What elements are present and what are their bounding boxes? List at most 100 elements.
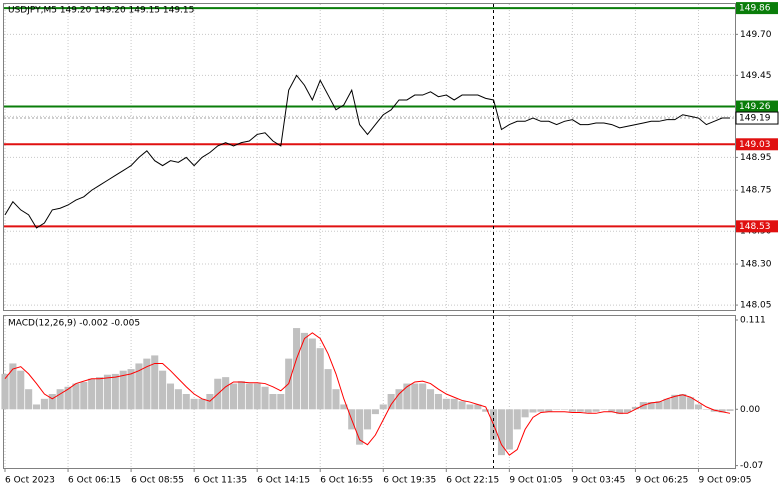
histogram-bar — [9, 363, 17, 410]
histogram-bar — [80, 381, 88, 410]
histogram-bar — [356, 409, 364, 445]
histogram-bar — [497, 409, 506, 456]
histogram-bar — [88, 378, 96, 410]
y-tick-label: 148.95 — [740, 153, 772, 163]
histogram-bar — [426, 389, 435, 410]
x-tick-label: 6 Oct 19:35 — [383, 476, 436, 486]
level-badge — [736, 2, 778, 15]
histogram-bar — [198, 398, 206, 410]
histogram-bar — [592, 409, 600, 412]
histogram-bar — [300, 332, 309, 410]
histogram-bar — [72, 383, 80, 410]
histogram-bar — [726, 409, 734, 411]
histogram-bar — [474, 404, 482, 410]
histogram-bar — [151, 355, 159, 410]
histogram-bar — [608, 409, 616, 412]
histogram-bar — [316, 348, 324, 410]
histogram-bar — [277, 394, 285, 410]
histogram-bar — [324, 369, 332, 410]
price-line — [4, 74, 730, 229]
histogram-bar — [253, 383, 261, 410]
histogram-bar — [450, 398, 458, 410]
y-tick-label: 148.75 — [740, 186, 772, 196]
histogram-bar — [584, 409, 592, 413]
histogram-bar — [434, 394, 442, 410]
histogram-bar — [537, 409, 545, 412]
histogram-bar — [631, 406, 639, 410]
histogram-bar — [576, 409, 584, 412]
histogram-bar — [261, 386, 269, 410]
histogram-bar — [64, 386, 72, 410]
histogram-bar — [143, 358, 151, 410]
histogram-bar — [694, 404, 703, 410]
histogram-bar — [505, 409, 513, 450]
histogram-bar — [332, 389, 340, 410]
histogram-bar — [466, 404, 474, 410]
histogram-bar — [40, 398, 48, 410]
histogram-bar — [624, 409, 632, 413]
histogram-bar — [48, 394, 56, 410]
histogram-bar — [174, 389, 182, 410]
x-tick-label: 6 Oct 22:15 — [446, 476, 499, 486]
x-tick-label: 9 Oct 09:05 — [698, 476, 751, 486]
histogram-bar — [419, 383, 427, 410]
histogram-bar — [560, 409, 569, 410]
histogram-bar — [166, 383, 175, 410]
histogram-bar — [687, 397, 695, 410]
histogram-bar — [269, 394, 277, 410]
histogram-bar — [545, 409, 553, 412]
histogram-bar — [103, 374, 111, 410]
histogram-bar — [647, 402, 655, 410]
histogram-bar — [403, 383, 411, 410]
last-price-label: 149.19 — [739, 114, 771, 124]
y-tick-label: 0.111 — [740, 316, 766, 326]
histogram-bar — [17, 370, 25, 410]
x-tick-label: 6 Oct 14:15 — [257, 476, 310, 486]
histogram-bar — [237, 381, 245, 410]
histogram-bar — [111, 373, 119, 410]
level-badge — [736, 100, 778, 113]
histogram-bar — [616, 409, 624, 415]
histogram-bar — [190, 398, 198, 410]
histogram-bar — [553, 409, 561, 410]
histogram-bar — [32, 404, 41, 410]
histogram-bar — [442, 398, 450, 410]
x-tick-label: 9 Oct 03:45 — [572, 476, 625, 486]
y-tick-label: 148.30 — [740, 260, 772, 270]
histogram-bar — [119, 370, 127, 410]
level-label: 149.26 — [739, 102, 771, 112]
histogram-bar — [182, 394, 190, 410]
histogram-bar — [395, 389, 403, 410]
signal-line — [4, 332, 731, 456]
histogram-bar — [679, 394, 687, 410]
level-label: 149.86 — [739, 4, 771, 14]
x-tick-label: 9 Oct 06:25 — [635, 476, 688, 486]
y-tick-label: -0.07 — [740, 461, 763, 471]
x-tick-label: 6 Oct 06:15 — [68, 476, 121, 486]
histogram-bar — [371, 409, 379, 415]
histogram-bar — [482, 409, 490, 412]
histogram-bar — [127, 369, 135, 410]
level-badge — [736, 138, 778, 151]
x-tick-label: 6 Oct 08:55 — [131, 476, 184, 486]
y-tick-label: 149.70 — [740, 30, 772, 40]
histogram-bar — [96, 377, 104, 410]
histogram-bar — [340, 404, 348, 410]
y-tick-label: 148.05 — [740, 301, 772, 311]
histogram-bar — [521, 409, 529, 418]
level-label: 149.03 — [739, 140, 771, 150]
histogram-bar — [222, 377, 230, 410]
histogram-bar — [663, 398, 671, 410]
x-tick-label: 9 Oct 01:05 — [509, 476, 562, 486]
histogram-bar — [671, 394, 679, 410]
x-tick-label: 6 Oct 2023 — [5, 476, 55, 486]
last-price-badge — [735, 111, 779, 125]
histogram-bar — [513, 409, 521, 430]
histogram-bar — [458, 401, 466, 410]
histogram-bar — [387, 394, 395, 410]
histogram-bar — [529, 409, 537, 413]
histogram-bar — [600, 409, 608, 410]
